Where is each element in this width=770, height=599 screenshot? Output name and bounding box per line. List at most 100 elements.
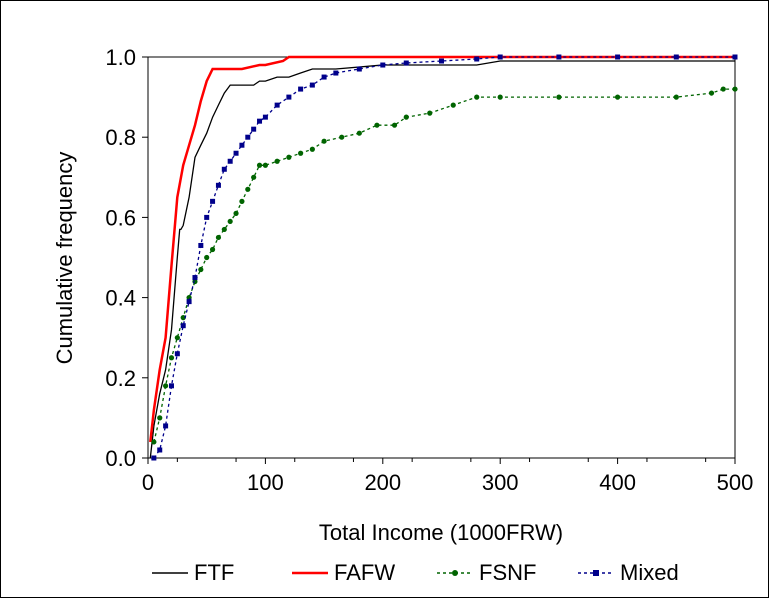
series-mixed (151, 54, 738, 461)
y-axis-ticks: 0.0 0.2 0.4 0.6 0.8 1.0 (105, 45, 148, 471)
data-point (221, 226, 227, 233)
data-point (209, 246, 216, 253)
series-line-ftf (149, 60, 735, 459)
data-point (321, 74, 327, 80)
x-tick-label: 300 (482, 470, 519, 495)
legend-item-ftf: FTF (152, 560, 234, 585)
data-point (227, 218, 233, 225)
legend-label: FAFW (334, 560, 395, 585)
x-tick-label: 0 (142, 470, 154, 495)
data-point (180, 323, 186, 329)
y-tick-label: 1.0 (105, 45, 136, 70)
data-point (204, 254, 210, 261)
data-point (474, 94, 480, 100)
y-axis-label: Cumulative frequency (52, 152, 77, 365)
data-point (298, 86, 304, 92)
y-tick-label: 0.0 (105, 446, 136, 471)
data-point (374, 122, 380, 128)
x-tick-label: 400 (599, 470, 636, 495)
data-point (321, 138, 327, 144)
data-point (403, 60, 409, 66)
data-point (210, 198, 216, 204)
data-point (239, 198, 245, 204)
series-line-mixed (153, 56, 735, 459)
series-ftf (149, 60, 735, 459)
data-point (233, 150, 239, 156)
x-tick-label: 100 (247, 470, 284, 495)
data-point (233, 210, 239, 216)
data-point (251, 126, 257, 132)
data-point (151, 455, 157, 461)
data-point (615, 54, 621, 60)
data-point (556, 94, 562, 100)
plot-area (147, 56, 736, 459)
data-point (391, 122, 398, 128)
legend-label: FSNF (479, 560, 536, 585)
data-point (151, 439, 157, 445)
x-axis-label: Total Income (1000FRW) (319, 520, 563, 545)
legend-marker (593, 570, 599, 576)
data-point (298, 150, 304, 156)
data-point (732, 54, 738, 60)
legend: FTF FAFW FSNF Mixed (152, 560, 679, 585)
data-point (174, 351, 180, 357)
data-point (262, 114, 268, 120)
legend-label: FTF (194, 560, 234, 585)
data-point (157, 447, 163, 453)
y-tick-label: 0.8 (105, 125, 136, 150)
data-point (168, 355, 175, 361)
data-point (286, 94, 292, 100)
series-line-fafw (149, 55, 735, 443)
data-point (227, 158, 233, 164)
data-point (215, 182, 221, 188)
series-line-fsnf (153, 88, 735, 443)
data-point (251, 174, 257, 180)
data-point (163, 423, 169, 429)
data-point (356, 130, 362, 136)
data-point (309, 146, 315, 152)
data-point (380, 62, 386, 68)
data-point (274, 158, 280, 164)
data-point (198, 266, 204, 273)
y-tick-label: 0.4 (105, 286, 136, 311)
data-point (474, 56, 480, 62)
series-fafw (149, 55, 735, 443)
data-point (180, 315, 186, 321)
data-point (339, 134, 345, 140)
data-point (356, 66, 362, 72)
data-point (168, 383, 174, 389)
data-point (174, 335, 180, 341)
data-point (450, 102, 456, 108)
data-point (286, 154, 292, 160)
data-point (708, 90, 715, 96)
data-point (215, 234, 222, 241)
x-axis-ticks: 0 100 200 300 400 500 (142, 458, 753, 495)
data-point (274, 102, 280, 108)
legend-item-fafw: FAFW (292, 560, 395, 585)
legend-item-fsnf: FSNF (437, 560, 536, 585)
data-point (256, 162, 263, 168)
y-tick-label: 0.6 (105, 205, 136, 230)
legend-label: Mixed (620, 560, 679, 585)
data-point (257, 118, 263, 124)
data-point (720, 86, 726, 92)
data-point (427, 110, 433, 116)
data-point (556, 54, 562, 60)
data-point (157, 415, 163, 421)
data-point (186, 299, 192, 305)
data-point (497, 94, 503, 100)
data-point (262, 162, 268, 168)
data-point (309, 82, 315, 88)
legend-item-mixed: Mixed (578, 560, 679, 585)
data-point (333, 70, 339, 76)
x-tick-label: 200 (364, 470, 401, 495)
data-point (615, 94, 621, 100)
data-point (192, 275, 198, 281)
data-point (439, 58, 444, 64)
x-tick-label: 500 (717, 470, 754, 495)
data-point (198, 242, 204, 248)
data-point (204, 214, 210, 220)
data-point (239, 142, 245, 148)
data-point (163, 383, 169, 389)
